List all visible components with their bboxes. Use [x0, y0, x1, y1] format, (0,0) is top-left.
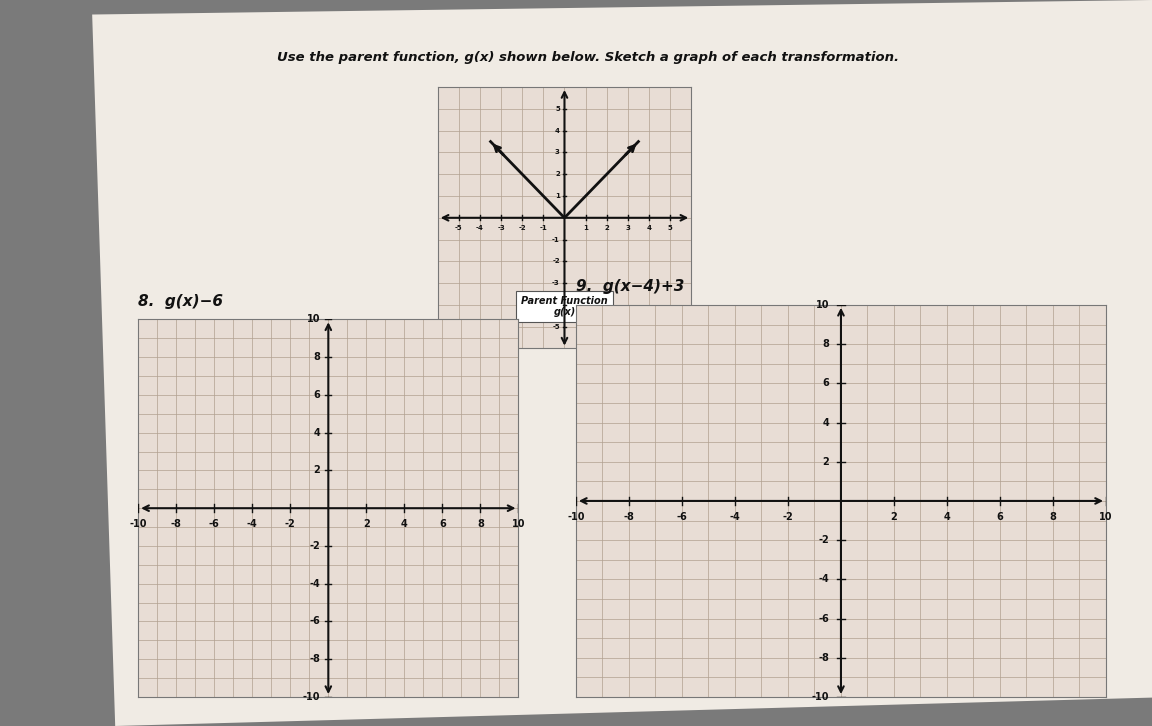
Text: 8: 8: [477, 518, 484, 529]
Text: -2: -2: [552, 258, 560, 264]
Text: -6: -6: [819, 613, 829, 624]
Text: -8: -8: [309, 654, 320, 664]
Text: -4: -4: [476, 225, 484, 231]
Text: Parent Function
g(x): Parent Function g(x): [521, 295, 608, 317]
Text: 3: 3: [626, 225, 630, 231]
Text: -6: -6: [676, 512, 688, 522]
Text: 6: 6: [823, 378, 829, 388]
Text: -8: -8: [170, 518, 182, 529]
Text: -10: -10: [129, 518, 147, 529]
Text: 6: 6: [439, 518, 446, 529]
Text: 1: 1: [555, 193, 560, 199]
Text: 8: 8: [1049, 512, 1056, 522]
Text: 6: 6: [313, 390, 320, 400]
Text: 9.  g(x−4)+3: 9. g(x−4)+3: [576, 279, 684, 294]
Text: 4: 4: [823, 417, 829, 428]
Text: -2: -2: [285, 518, 296, 529]
Text: 10: 10: [1099, 512, 1113, 522]
Text: -5: -5: [552, 324, 560, 330]
Text: 2: 2: [363, 518, 370, 529]
Text: -4: -4: [729, 512, 741, 522]
Text: -3: -3: [498, 225, 505, 231]
Text: 4: 4: [555, 128, 560, 134]
Text: 4: 4: [313, 428, 320, 438]
Text: 8: 8: [313, 352, 320, 362]
Text: 4: 4: [401, 518, 408, 529]
Text: 2: 2: [823, 457, 829, 467]
Text: -2: -2: [819, 535, 829, 545]
Text: -2: -2: [309, 541, 320, 551]
Text: 10: 10: [306, 314, 320, 325]
Text: -10: -10: [567, 512, 585, 522]
Text: 10: 10: [816, 300, 829, 310]
Text: -2: -2: [518, 225, 526, 231]
Text: 10: 10: [511, 518, 525, 529]
Text: -1: -1: [552, 237, 560, 242]
Text: -10: -10: [812, 692, 829, 702]
Text: 3: 3: [555, 150, 560, 155]
Text: -2: -2: [782, 512, 794, 522]
Text: 2: 2: [313, 465, 320, 476]
Text: -6: -6: [309, 616, 320, 627]
Text: -4: -4: [819, 574, 829, 584]
Text: -5: -5: [455, 225, 463, 231]
Text: 8: 8: [823, 339, 829, 349]
Text: -8: -8: [818, 653, 829, 663]
Text: 2: 2: [605, 225, 609, 231]
Text: 4: 4: [646, 225, 652, 231]
Text: 6: 6: [996, 512, 1003, 522]
Text: 5: 5: [668, 225, 673, 231]
Text: -8: -8: [623, 512, 635, 522]
Text: -4: -4: [552, 302, 560, 308]
Text: -4: -4: [309, 579, 320, 589]
Text: -6: -6: [209, 518, 220, 529]
Text: -1: -1: [539, 225, 547, 231]
Text: 2: 2: [890, 512, 897, 522]
Text: 2: 2: [555, 171, 560, 177]
Text: 4: 4: [943, 512, 950, 522]
Text: 1: 1: [583, 225, 588, 231]
Text: -3: -3: [552, 280, 560, 286]
Text: -4: -4: [247, 518, 258, 529]
Text: 5: 5: [555, 106, 560, 112]
Text: -10: -10: [303, 692, 320, 702]
Text: 8.  g(x)−6: 8. g(x)−6: [138, 293, 223, 309]
Text: Use the parent function, g(x) shown below. Sketch a graph of each transformation: Use the parent function, g(x) shown belo…: [276, 51, 899, 64]
